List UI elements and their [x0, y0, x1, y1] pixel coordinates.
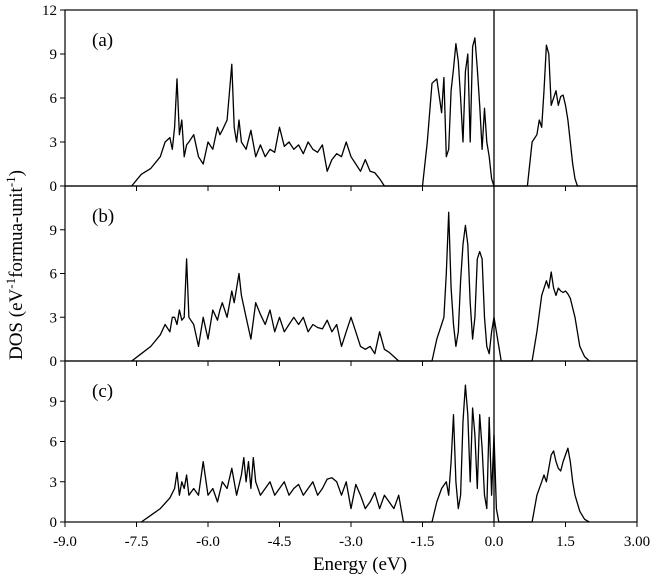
dos-panel-1: 0 3 6 9 12 (a): [42, 3, 638, 195]
y-tick-label: 9: [50, 47, 58, 63]
y-axis-label-mid: formua-unit: [6, 186, 27, 277]
panel-frame: [64, 360, 638, 523]
y-tick-label: 6: [50, 435, 58, 451]
x-tick-label: 1.5: [556, 534, 575, 550]
y-tick-label: 0: [50, 179, 58, 195]
x-tick-label: -7.5: [125, 534, 149, 550]
dos-panel-2: 0 3 6 9 (b): [50, 185, 638, 370]
y-tick-label: 6: [50, 91, 58, 107]
dos-curve: [131, 37, 580, 187]
dos-panel-3: 0 3 6 9 (c): [50, 360, 638, 531]
x-tick-label: -9.0: [53, 534, 77, 550]
panels-layer: 0 3 6 9 12 (a) 0 3 6 9 (b) 0 3 6 9 (c): [42, 3, 638, 531]
y-tick-label: 12: [42, 3, 57, 19]
x-tick-label: -3.0: [339, 534, 363, 550]
y-axis-label: DOS (eV-1formua-unit-1): [3, 170, 27, 360]
y-tick-label: 0: [50, 354, 58, 370]
y-tick-label: 3: [50, 135, 58, 151]
y-tick-label: 9: [50, 394, 58, 410]
x-tick-label: -4.5: [268, 534, 292, 550]
panel-label: (c): [92, 381, 113, 402]
y-tick-label: 3: [50, 475, 58, 491]
dos-curve: [131, 211, 590, 362]
x-tick-label: 3.00: [624, 534, 650, 550]
dos-curve: [140, 384, 590, 523]
panel-label: (a): [92, 30, 113, 51]
x-axis: -9.0 -7.5 -6.0 -4.5 -3.0 -1.5 0.0 1.5 3.00: [53, 534, 650, 550]
y-tick-label: 3: [50, 310, 58, 326]
y-axis-label-main: DOS (eV: [6, 288, 27, 360]
x-tick-label: -6.0: [196, 534, 220, 550]
y-tick-label: 9: [50, 223, 58, 239]
panel-label: (b): [92, 206, 114, 227]
x-tick-label: -1.5: [411, 534, 435, 550]
y-tick-label: 0: [50, 515, 58, 531]
y-tick-label: 6: [50, 267, 58, 283]
y-axis-label-sup1: -1: [3, 278, 18, 289]
y-axis-label-sup2: -1: [3, 176, 18, 187]
y-axis-label-end: ): [6, 170, 27, 176]
x-axis-label: Energy (eV): [313, 554, 407, 575]
x-tick-label: 0.0: [485, 534, 504, 550]
